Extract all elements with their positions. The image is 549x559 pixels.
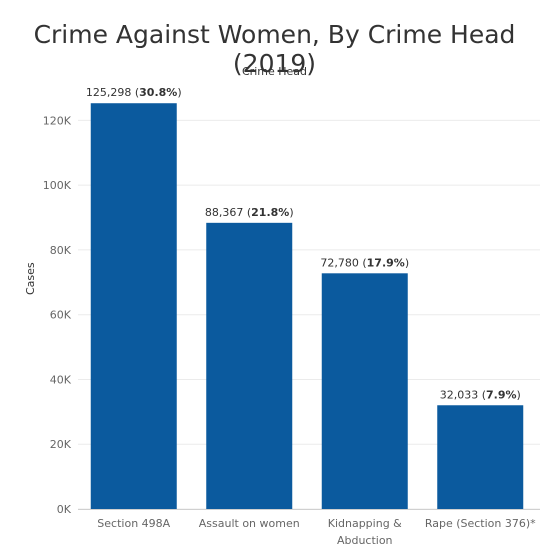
- data-label: 32,033 (7.9%): [440, 388, 521, 401]
- data-label: 72,780 (17.9%): [320, 256, 409, 269]
- y-tick-label: 20K: [50, 438, 72, 451]
- x-tick-label-line: Abduction: [337, 534, 393, 547]
- data-label: 88,367 (21.8%): [205, 206, 294, 219]
- bar: [437, 405, 523, 509]
- y-tick-label: 80K: [50, 244, 72, 257]
- data-label-close: ): [177, 86, 181, 99]
- data-label-value: 88,367 (: [205, 206, 251, 219]
- bar: [206, 223, 292, 509]
- y-tick-label: 0K: [57, 503, 72, 516]
- y-tick-label: 60K: [50, 309, 72, 322]
- data-label-value: 32,033 (: [440, 388, 486, 401]
- data-label-percent: 7.9%: [486, 388, 517, 401]
- data-label-percent: 17.9%: [367, 256, 405, 269]
- data-label-percent: 21.8%: [251, 206, 289, 219]
- data-label: 125,298 (30.8%): [86, 86, 182, 99]
- x-tick-label: Rape (Section 376)*: [425, 517, 536, 530]
- x-tick-label: Section 498A: [97, 517, 170, 530]
- x-tick-label-line: Section 498A: [97, 517, 170, 530]
- data-label-close: ): [289, 206, 293, 219]
- data-label-value: 72,780 (: [320, 256, 366, 269]
- x-tick-label-line: Assault on women: [199, 517, 300, 530]
- bar: [91, 103, 177, 509]
- x-tick-label-line: Kidnapping &: [328, 517, 402, 530]
- y-tick-label: 40K: [50, 373, 72, 386]
- data-label-percent: 30.8%: [139, 86, 177, 99]
- x-tick-label: Assault on women: [199, 517, 300, 530]
- data-label-close: ): [405, 256, 409, 269]
- y-tick-label: 100K: [43, 179, 72, 192]
- x-tick-label-line: Rape (Section 376)*: [425, 517, 536, 530]
- data-label-value: 125,298 (: [86, 86, 139, 99]
- data-label-close: ): [517, 388, 521, 401]
- x-tick-label: Kidnapping & Abduction: [328, 517, 402, 547]
- y-tick-label: 120K: [43, 114, 72, 127]
- bar: [322, 273, 408, 509]
